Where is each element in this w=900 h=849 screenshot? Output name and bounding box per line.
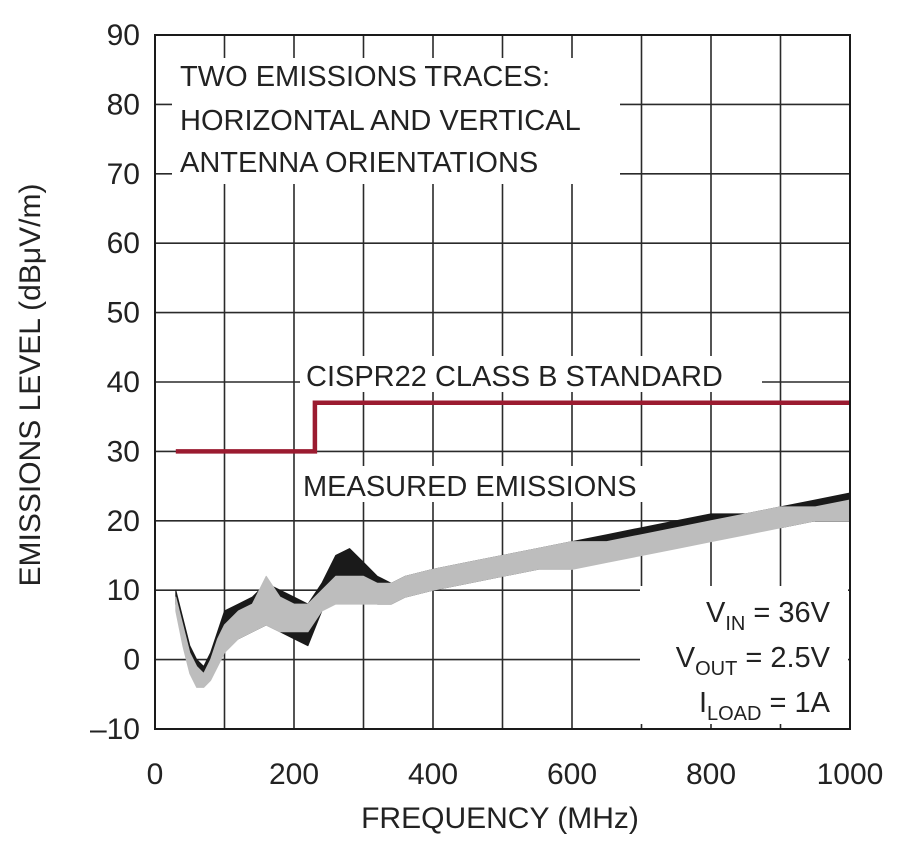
y-tick-label: 60 xyxy=(107,227,140,260)
y-tick-label: 70 xyxy=(107,158,140,191)
standard-label-group: CISPR22 CLASS B STANDARD xyxy=(300,356,762,393)
plot-frame xyxy=(154,34,851,730)
x-axis-title: FREQUENCY (MHz) xyxy=(361,802,639,835)
measured-label: MEASURED EMISSIONS xyxy=(303,471,637,503)
standard-label-background xyxy=(300,356,762,392)
traces-note: TWO EMISSIONS TRACES: HORIZONTAL AND VER… xyxy=(172,58,620,184)
condition-iload: ILOAD = 1A xyxy=(699,687,831,725)
y-tick-label: 80 xyxy=(107,88,140,121)
x-tick-label: 1000 xyxy=(817,758,884,791)
condition-vin: VIN = 36V xyxy=(706,597,831,635)
y-axis-ticks: 90 80 70 60 50 40 30 20 10 0 –10 xyxy=(90,19,140,746)
standard-limit-line xyxy=(175,400,850,454)
x-tick-label: 600 xyxy=(547,758,597,791)
y-tick-label: 0 xyxy=(123,644,140,677)
standard-label: CISPR22 CLASS B STANDARD xyxy=(306,361,723,393)
y-tick-label: 50 xyxy=(107,297,140,330)
x-tick-label: 400 xyxy=(408,758,458,791)
traces-note-background xyxy=(172,58,620,184)
conditions-box: VIN = 36V VOUT = 2.5V ILOAD = 1A xyxy=(640,586,848,725)
conditions-background xyxy=(640,586,848,724)
y-tick-label: 10 xyxy=(107,574,140,607)
traces-note-line-1: TWO EMISSIONS TRACES: xyxy=(180,61,550,93)
y-tick-label: 40 xyxy=(107,366,140,399)
x-tick-label: 800 xyxy=(686,758,736,791)
traces-note-line-3: ANTENNA ORIENTATIONS xyxy=(180,147,538,179)
y-tick-label: 90 xyxy=(107,19,140,52)
x-tick-label: 0 xyxy=(147,758,164,791)
y-tick-label: –10 xyxy=(90,713,140,746)
cispr22-class-b-limit xyxy=(175,400,850,454)
measured-label-background xyxy=(298,466,666,502)
x-tick-label: 200 xyxy=(269,758,319,791)
y-tick-label: 20 xyxy=(107,505,140,538)
measured-label-group: MEASURED EMISSIONS xyxy=(298,466,666,503)
x-axis-ticks: 0 200 400 600 800 1000 xyxy=(147,758,884,791)
y-tick-label: 30 xyxy=(107,435,140,468)
condition-vout: VOUT = 2.5V xyxy=(676,642,831,680)
traces-note-line-2: HORIZONTAL AND VERTICAL xyxy=(180,105,581,137)
y-axis-title: EMISSIONS LEVEL (dBμV/m) xyxy=(14,184,47,587)
